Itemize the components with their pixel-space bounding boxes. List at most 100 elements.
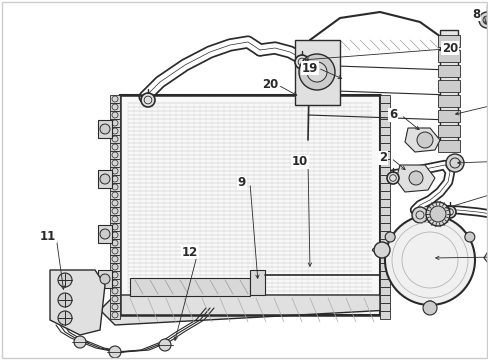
Circle shape [482, 16, 488, 24]
Bar [110, 127, 120, 135]
Bar [110, 119, 120, 127]
Bar [110, 295, 120, 303]
Polygon shape [98, 225, 112, 243]
Bar [379, 191, 389, 199]
Bar [379, 167, 389, 175]
Bar [110, 183, 120, 191]
Bar [437, 65, 459, 77]
Bar [379, 223, 389, 231]
Circle shape [443, 206, 455, 218]
Circle shape [386, 172, 398, 184]
Bar [379, 263, 389, 271]
Bar [379, 207, 389, 215]
Bar [437, 80, 459, 92]
Bar [249, 270, 264, 295]
Bar [379, 119, 389, 127]
Polygon shape [98, 270, 112, 288]
Circle shape [141, 93, 155, 107]
Bar [379, 231, 389, 239]
Circle shape [384, 215, 474, 305]
Bar [437, 125, 459, 137]
Bar [110, 279, 120, 287]
Bar [110, 255, 120, 263]
Bar [379, 287, 389, 295]
Text: 19: 19 [301, 62, 318, 75]
Text: 2: 2 [378, 152, 386, 165]
Text: 20: 20 [441, 41, 457, 54]
Bar [110, 143, 120, 151]
Bar [379, 143, 389, 151]
Bar [110, 191, 120, 199]
Circle shape [159, 339, 171, 351]
Text: 20: 20 [262, 78, 278, 91]
Bar [379, 135, 389, 143]
Circle shape [58, 273, 72, 287]
Circle shape [478, 12, 488, 28]
Circle shape [385, 232, 394, 242]
Bar [110, 95, 120, 103]
Bar [110, 135, 120, 143]
Polygon shape [483, 248, 488, 270]
Circle shape [58, 311, 72, 325]
Polygon shape [395, 165, 434, 192]
Bar [294, 40, 339, 105]
Circle shape [429, 206, 445, 222]
Bar [379, 103, 389, 111]
Polygon shape [98, 120, 112, 138]
Bar [379, 159, 389, 167]
Bar [110, 271, 120, 279]
Bar [110, 239, 120, 247]
Circle shape [100, 274, 110, 284]
Bar [439, 30, 457, 150]
Text: 6: 6 [388, 108, 396, 121]
Text: 12: 12 [182, 246, 198, 258]
Bar [379, 295, 389, 303]
Text: 9: 9 [237, 176, 245, 189]
Circle shape [373, 242, 389, 258]
Bar [379, 311, 389, 319]
Bar [437, 95, 459, 107]
Bar [379, 151, 389, 159]
Bar [110, 311, 120, 319]
Bar [110, 159, 120, 167]
Circle shape [424, 301, 434, 311]
Bar [379, 183, 389, 191]
Bar [379, 199, 389, 207]
Circle shape [109, 346, 121, 358]
Circle shape [416, 132, 432, 148]
Polygon shape [50, 270, 105, 335]
Bar [110, 199, 120, 207]
Bar [110, 231, 120, 239]
Circle shape [298, 54, 334, 90]
Circle shape [464, 232, 474, 242]
Circle shape [445, 154, 463, 172]
Bar [379, 95, 389, 103]
Circle shape [58, 293, 72, 307]
Text: 10: 10 [291, 156, 307, 168]
Bar [110, 175, 120, 183]
Bar [110, 247, 120, 255]
Bar [379, 303, 389, 311]
Bar [437, 110, 459, 122]
Bar [110, 103, 120, 111]
Bar [110, 223, 120, 231]
Bar [437, 50, 459, 62]
Bar [110, 215, 120, 223]
Bar [379, 279, 389, 287]
Bar [379, 271, 389, 279]
Polygon shape [404, 128, 439, 152]
Bar [379, 215, 389, 223]
Circle shape [408, 171, 422, 185]
Bar [110, 207, 120, 215]
Bar [110, 303, 120, 311]
Bar [379, 127, 389, 135]
Circle shape [306, 62, 326, 82]
Circle shape [294, 55, 308, 69]
Bar [110, 151, 120, 159]
Bar [120, 95, 379, 315]
Bar [110, 287, 120, 295]
Bar [379, 255, 389, 263]
Bar [379, 239, 389, 247]
Text: 8: 8 [471, 8, 479, 21]
Bar [379, 175, 389, 183]
